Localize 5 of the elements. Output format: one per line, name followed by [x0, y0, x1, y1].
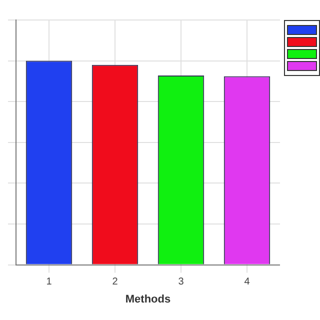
- x-tick-label: 3: [178, 276, 184, 288]
- x-tick-label: 2: [112, 276, 118, 288]
- x-tick-label: 1: [46, 276, 52, 288]
- x-axis-title: Methods: [125, 293, 171, 306]
- x-tick-label: 4: [244, 276, 250, 288]
